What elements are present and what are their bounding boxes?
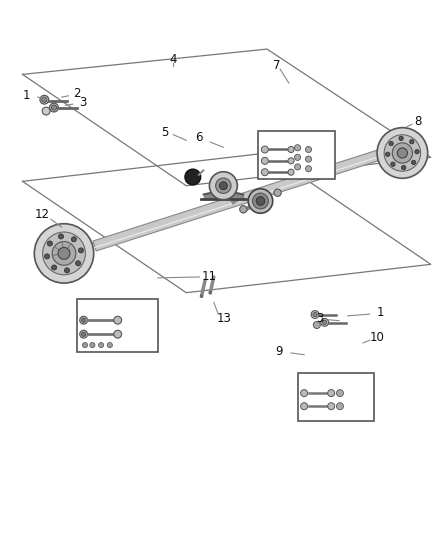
Circle shape — [415, 150, 419, 154]
Circle shape — [305, 166, 311, 172]
Circle shape — [34, 224, 94, 283]
Text: 12: 12 — [35, 208, 49, 222]
Circle shape — [288, 169, 294, 175]
Circle shape — [261, 169, 268, 176]
Circle shape — [76, 261, 81, 266]
Circle shape — [336, 390, 343, 397]
Circle shape — [81, 332, 86, 336]
Circle shape — [78, 248, 84, 253]
Text: 6: 6 — [196, 131, 203, 144]
Circle shape — [42, 97, 47, 102]
Circle shape — [45, 254, 49, 259]
Circle shape — [71, 237, 76, 242]
Text: 5: 5 — [161, 126, 168, 139]
Circle shape — [99, 343, 104, 348]
Circle shape — [80, 316, 88, 324]
Text: 8: 8 — [414, 115, 422, 127]
Circle shape — [313, 321, 320, 328]
Circle shape — [64, 268, 70, 273]
Circle shape — [288, 158, 294, 164]
Circle shape — [411, 160, 416, 165]
Circle shape — [321, 318, 328, 326]
Text: 13: 13 — [217, 312, 232, 325]
Circle shape — [391, 162, 395, 166]
Polygon shape — [93, 149, 384, 251]
Circle shape — [58, 247, 70, 260]
Text: 7: 7 — [273, 59, 280, 72]
Circle shape — [42, 107, 50, 115]
Circle shape — [300, 403, 307, 410]
Circle shape — [107, 343, 113, 348]
Circle shape — [384, 135, 420, 171]
Circle shape — [40, 95, 49, 104]
Text: 3: 3 — [79, 96, 86, 109]
Circle shape — [208, 291, 212, 294]
Circle shape — [81, 318, 86, 322]
Circle shape — [59, 234, 64, 239]
Circle shape — [385, 152, 390, 156]
Circle shape — [311, 311, 319, 318]
Circle shape — [90, 343, 95, 348]
Circle shape — [389, 141, 393, 146]
Text: 3: 3 — [316, 312, 323, 325]
Circle shape — [209, 172, 237, 200]
Circle shape — [377, 128, 427, 179]
Text: 4: 4 — [170, 53, 177, 66]
Circle shape — [305, 156, 311, 162]
Circle shape — [313, 312, 317, 317]
Circle shape — [200, 294, 203, 298]
Circle shape — [322, 320, 327, 325]
Circle shape — [328, 390, 335, 397]
Circle shape — [49, 103, 58, 112]
Bar — [297, 374, 374, 422]
Circle shape — [185, 169, 201, 185]
Circle shape — [114, 316, 122, 324]
Text: 2: 2 — [73, 87, 81, 100]
Circle shape — [294, 154, 300, 160]
Circle shape — [253, 193, 268, 209]
Circle shape — [47, 241, 53, 246]
Circle shape — [294, 164, 300, 170]
Circle shape — [215, 178, 231, 193]
Text: 1: 1 — [23, 89, 31, 102]
Circle shape — [392, 143, 413, 163]
Circle shape — [328, 403, 335, 410]
Circle shape — [410, 140, 414, 144]
Circle shape — [52, 241, 76, 265]
Text: 10: 10 — [370, 331, 385, 344]
Circle shape — [397, 148, 407, 158]
Text: 9: 9 — [276, 345, 283, 358]
Circle shape — [219, 182, 227, 190]
Circle shape — [80, 330, 88, 338]
Bar — [258, 131, 335, 179]
Circle shape — [261, 146, 268, 153]
Circle shape — [51, 105, 57, 110]
Circle shape — [82, 343, 88, 348]
Circle shape — [274, 189, 281, 196]
Circle shape — [114, 330, 122, 338]
Circle shape — [248, 189, 273, 213]
Circle shape — [336, 403, 343, 410]
Bar — [77, 299, 158, 352]
Circle shape — [288, 147, 294, 152]
Circle shape — [42, 232, 85, 275]
Circle shape — [240, 206, 247, 213]
Circle shape — [300, 390, 307, 397]
Circle shape — [256, 197, 265, 205]
Circle shape — [399, 136, 403, 141]
Circle shape — [261, 157, 268, 164]
Circle shape — [52, 265, 57, 270]
Circle shape — [402, 165, 406, 170]
Circle shape — [294, 144, 300, 151]
Text: 1: 1 — [377, 306, 384, 319]
Circle shape — [305, 147, 311, 152]
Text: 11: 11 — [202, 270, 217, 282]
